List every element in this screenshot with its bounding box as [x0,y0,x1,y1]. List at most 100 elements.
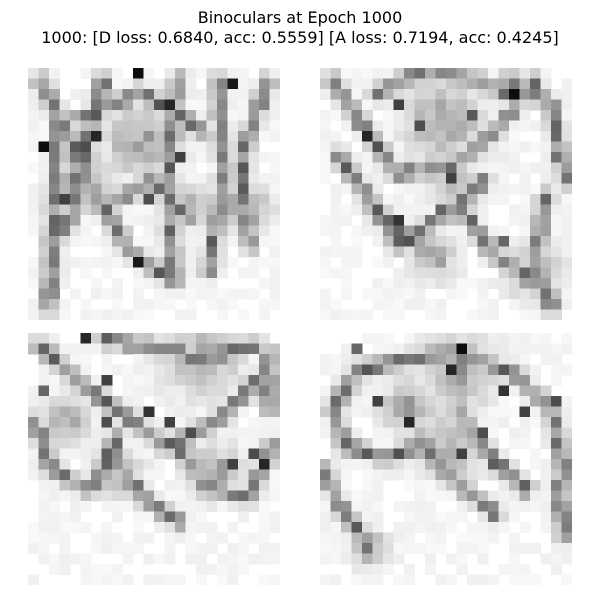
pixel-cell [530,309,541,320]
pixel-cell [561,417,572,428]
pixel-cell [248,343,260,355]
pixel-cell [477,173,489,184]
pixel-cell [330,110,342,121]
pixel-cell [393,120,405,132]
pixel-cell [372,257,384,268]
pixel-cell [540,553,552,565]
pixel-cell [227,501,239,512]
pixel-cell [498,131,510,142]
pixel-cell [259,343,270,355]
pixel-cell [28,469,39,481]
pixel-cell [456,364,468,376]
pixel-cell [80,396,92,407]
pixel-cell [217,480,228,491]
pixel-cell [362,480,373,491]
pixel-cell [320,396,331,407]
pixel-cell [404,194,415,205]
pixel-cell [143,246,155,258]
pixel-cell [372,78,384,90]
pixel-cell [238,333,249,344]
pixel-cell [351,343,363,355]
pixel-cell [122,131,134,142]
pixel-cell [551,417,562,428]
pixel-cell [488,162,499,174]
pixel-cell [404,385,415,397]
pixel-cell [59,183,71,195]
pixel-cell [393,131,405,142]
pixel-cell [206,406,218,418]
pixel-cell [467,490,478,502]
pixel-cell [330,141,342,153]
pixel-cell [540,204,552,216]
pixel-cell [38,532,50,544]
pixel-cell [38,343,50,355]
pixel-cell [561,406,572,418]
pixel-cell [143,511,155,523]
pixel-cell [519,417,531,428]
pixel-cell [143,278,155,289]
pixel-cell [259,427,270,439]
pixel-cell [519,236,531,247]
pixel-cell [122,574,134,585]
pixel-cell [341,110,352,121]
pixel-cell [248,162,260,174]
pixel-cell [341,152,352,163]
pixel-cell [91,215,102,226]
pixel-cell [269,173,280,184]
pixel-cell [154,162,165,174]
pixel-cell [185,438,197,449]
pixel-cell [217,162,228,174]
pixel-cell [467,99,478,111]
pixel-cell [49,406,60,418]
pixel-cell [477,257,489,268]
pixel-cell [393,204,405,216]
pixel-cell [59,354,71,365]
pixel-cell [238,354,249,365]
pixel-cell [217,364,228,376]
pixel-cell [91,343,102,355]
pixel-cell [185,459,197,470]
pixel-cell [28,141,39,153]
pixel-cell [164,574,176,585]
pixel-cell [425,543,436,554]
pixel-cell [519,257,531,268]
pixel-cell [383,459,394,470]
pixel-cell [414,459,426,470]
pixel-cell [206,89,218,100]
pixel-cell [206,162,218,174]
pixel-cell [498,110,510,121]
pixel-cell [38,469,50,481]
pixel-cell [196,68,207,79]
pixel-cell [414,522,426,533]
pixel-cell [519,501,531,512]
pixel-cell [509,299,520,310]
pixel-cell [551,288,562,300]
pixel-cell [227,364,239,376]
pixel-cell [143,459,155,470]
pixel-cell [196,354,207,365]
pixel-cell [206,246,218,258]
pixel-cell [435,131,447,142]
pixel-cell [238,204,249,216]
pixel-cell [341,173,352,184]
pixel-cell [435,364,447,376]
pixel-cell [330,89,342,100]
pixel-cell [259,299,270,310]
pixel-cell [133,215,144,226]
pixel-cell [175,333,186,344]
pixel-cell [498,490,510,502]
pixel-cell [561,204,572,216]
pixel-cell [154,173,165,184]
pixel-cell [341,543,352,554]
pixel-cell [435,343,447,355]
pixel-cell [101,396,113,407]
pixel-cell [206,480,218,491]
pixel-cell [196,564,207,575]
pixel-cell [38,267,50,279]
pixel-cell [519,299,531,310]
pixel-cell [561,99,572,111]
pixel-cell [259,309,270,320]
pixel-cell [133,543,144,554]
pixel-cell [425,99,436,111]
pixel-cell [477,89,489,100]
